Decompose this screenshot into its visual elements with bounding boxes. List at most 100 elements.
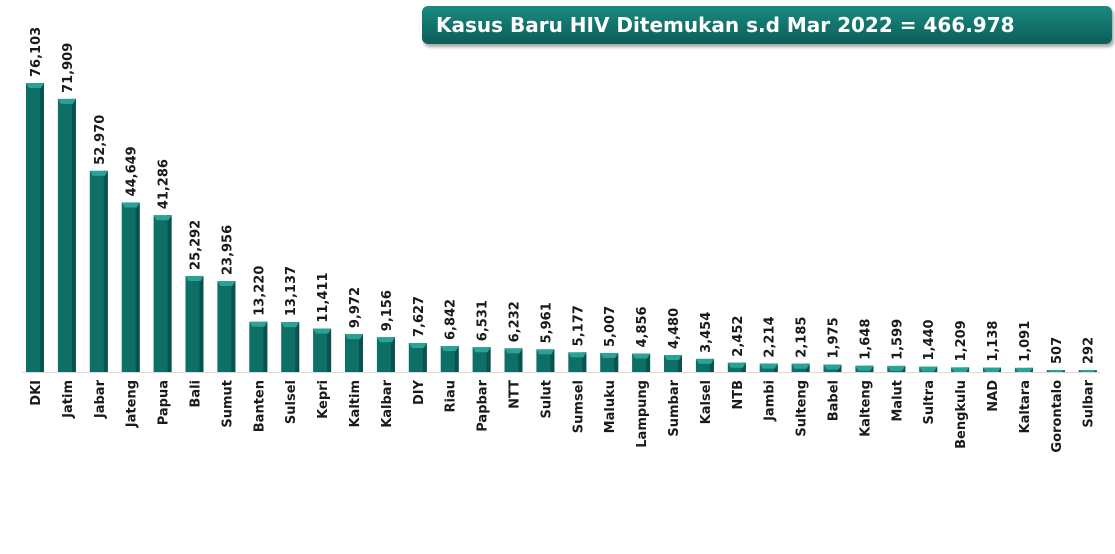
category-label: Babel: [827, 380, 842, 421]
bar-top: [345, 334, 363, 340]
category-label: Sulteng: [795, 380, 810, 437]
category-label: Jateng: [125, 380, 140, 428]
data-label: 1,648: [858, 319, 873, 360]
data-label: 2,452: [731, 316, 746, 357]
bar: [26, 83, 44, 372]
data-label: 9,972: [348, 287, 363, 328]
category-label: Riau: [444, 380, 459, 413]
bar-group: 4,480 Sumbar: [664, 308, 682, 437]
bar-shade: [678, 354, 682, 372]
bar: [185, 275, 204, 372]
bar-top: [759, 363, 778, 369]
bar-top: [217, 281, 236, 287]
data-label: 1,209: [954, 320, 969, 361]
category-label: Sumbar: [667, 379, 682, 436]
category-label: Maluku: [603, 380, 618, 433]
bar-shade: [741, 362, 746, 372]
bar: [504, 348, 523, 372]
bar-top: [504, 348, 523, 354]
bar-top: [313, 328, 332, 334]
bar-group: 13,220 Banten: [249, 266, 268, 432]
bar-top: [983, 367, 1001, 372]
data-label: 5,007: [603, 306, 618, 347]
bar-shade: [837, 364, 842, 372]
bar-top: [153, 215, 172, 221]
bar-group: 13,137 Sulsel: [281, 266, 300, 424]
data-label: 1,138: [986, 321, 1001, 362]
bar-group: 1,599 Malut: [887, 319, 906, 422]
bar-top: [1014, 367, 1033, 372]
bar-group: 5,007 Maluku: [600, 306, 619, 433]
bar-top: [823, 364, 842, 370]
bar: [153, 215, 172, 372]
bar: [536, 349, 555, 372]
category-label: Banten: [252, 380, 267, 432]
bar-top: [185, 275, 204, 281]
data-label: 6,531: [476, 300, 491, 341]
bar-shade: [167, 215, 172, 372]
data-label: 507: [1050, 337, 1065, 364]
category-label: DIY: [412, 379, 427, 405]
category-label: NTT: [508, 380, 523, 409]
data-label: 11,411: [316, 272, 331, 322]
bar-group: 71,909 Jatim: [57, 43, 76, 419]
bar-top: [57, 98, 76, 104]
category-label: Papua: [157, 380, 172, 425]
bar-shade: [263, 321, 268, 372]
bar-shade: [709, 358, 714, 372]
bar-group: 11,411 Kepri: [313, 272, 332, 419]
category-label: Kalteng: [858, 380, 873, 437]
category-label: Jatim: [61, 380, 76, 419]
bar-shade: [614, 352, 619, 372]
data-label: 76,103: [29, 27, 44, 77]
bar-group: 6,232 NTT: [504, 301, 523, 409]
bar-group: 1,440 Sultra: [919, 319, 938, 424]
bar-shade: [454, 346, 459, 372]
bar-top: [727, 362, 746, 368]
category-label: NAD: [986, 380, 1001, 412]
bar-top: [951, 367, 970, 372]
category-label: Sumut: [220, 380, 235, 428]
bar-top: [249, 321, 268, 327]
bar-group: 1,209 Bengkulu: [951, 320, 970, 449]
category-label: Jabar: [93, 379, 108, 419]
data-label: 292: [1082, 337, 1097, 364]
bar: [313, 328, 332, 372]
bar-group: 1,975 Babel: [823, 317, 842, 421]
data-label: 5,177: [571, 305, 586, 346]
bar: [89, 170, 108, 372]
data-label: 52,970: [93, 115, 108, 165]
bar-group: 23,956 Sumut: [217, 225, 236, 428]
category-label: Kalsel: [699, 380, 714, 424]
data-label: 1,599: [890, 319, 905, 360]
bar-top: [376, 337, 395, 343]
bar-shade: [40, 83, 44, 372]
bar-shade: [231, 281, 236, 372]
bar-top: [791, 363, 810, 369]
bar-group: 5,177 Sumsel: [568, 305, 587, 433]
chart-title: Kasus Baru HIV Ditemukan s.d Mar 2022 = …: [422, 6, 1112, 44]
bar-top: [919, 366, 938, 372]
category-label: Kalbar: [380, 379, 395, 427]
bar-top: [855, 365, 874, 371]
category-label: Malut: [890, 380, 905, 422]
data-label: 5,961: [539, 302, 554, 343]
data-label: 7,627: [412, 296, 427, 337]
bar-group: 9,972 Kaltim: [345, 287, 363, 428]
bar-group: 507 Gorontalo: [1046, 337, 1065, 453]
bar-group: 44,649 Jateng: [121, 146, 140, 428]
bar-shade: [805, 363, 810, 372]
category-label: Gorontalo: [1050, 380, 1065, 453]
bar-group: 41,286 Papua: [153, 159, 172, 425]
data-label: 6,232: [508, 301, 523, 342]
bar-group: 1,648 Kalteng: [855, 319, 874, 437]
data-label: 4,480: [667, 308, 682, 349]
bar: [345, 334, 363, 372]
bar-group: 1,091 Kaltara: [1014, 321, 1033, 433]
bar-group: 7,627 DIY: [408, 296, 427, 405]
bar-shade: [199, 275, 204, 372]
bar-top: [664, 354, 682, 360]
data-label: 2,185: [795, 317, 810, 358]
bar-group: 25,292 Bali: [185, 220, 204, 408]
